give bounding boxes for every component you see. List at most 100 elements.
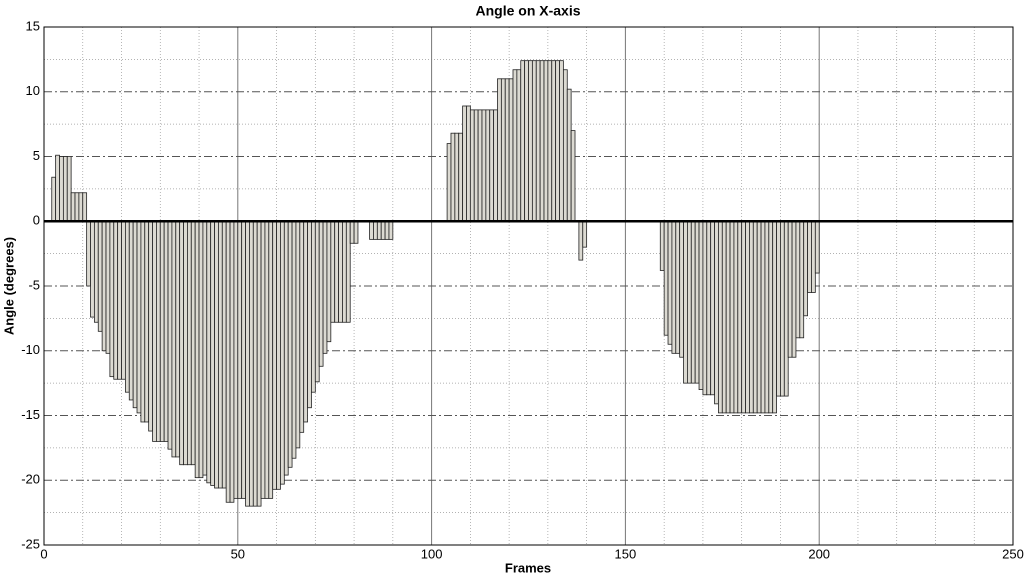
bar — [136, 220, 142, 414]
bar — [221, 220, 227, 489]
bar — [256, 220, 262, 507]
bar — [737, 220, 743, 414]
bar — [175, 220, 181, 458]
bar — [283, 220, 289, 476]
bar — [334, 220, 339, 323]
bar — [314, 220, 320, 383]
bar — [764, 220, 770, 414]
bar — [481, 109, 487, 222]
x-tick-label: 150 — [615, 546, 637, 561]
bar — [458, 132, 464, 222]
y-axis-label: Angle (degrees) — [1, 237, 16, 335]
bar — [756, 220, 762, 414]
bar — [241, 220, 246, 499]
bar — [683, 220, 688, 384]
x-axis-label: Frames — [505, 560, 551, 575]
bar — [582, 220, 588, 248]
bar — [783, 220, 789, 397]
bar — [528, 60, 533, 222]
bar — [140, 220, 146, 423]
bar — [159, 220, 165, 442]
bar — [380, 220, 386, 240]
bar — [97, 220, 103, 332]
bar — [132, 220, 138, 409]
bar — [493, 109, 498, 222]
bar — [694, 220, 700, 384]
bar — [539, 60, 545, 222]
bar — [384, 220, 390, 240]
bar — [772, 220, 777, 414]
bar — [803, 220, 808, 317]
bar — [210, 220, 215, 486]
bar — [659, 220, 665, 271]
bar — [671, 220, 677, 354]
bar — [376, 220, 382, 240]
y-tick-label: -10 — [21, 342, 40, 357]
bar — [780, 220, 785, 397]
bar — [795, 220, 801, 339]
bar — [295, 220, 301, 449]
bar — [74, 192, 80, 222]
bar — [51, 176, 57, 222]
bar — [799, 220, 805, 339]
bar — [706, 220, 712, 396]
bar — [814, 220, 820, 274]
y-tick-label: 5 — [33, 148, 40, 163]
bar — [466, 105, 471, 222]
bar — [485, 109, 491, 222]
bar — [524, 60, 529, 222]
bar — [388, 220, 394, 240]
chart-title: Angle on X-axis — [475, 3, 580, 19]
bar — [148, 220, 153, 432]
plot-frame — [43, 26, 1014, 546]
bar — [183, 220, 188, 466]
bar — [749, 220, 754, 414]
bar — [62, 156, 68, 222]
bar — [55, 154, 60, 222]
x-tick-label: 0 — [40, 546, 47, 561]
bar — [117, 220, 122, 380]
bar — [198, 220, 204, 479]
bar — [252, 220, 258, 507]
y-tick-label: 10 — [26, 83, 40, 98]
bar — [462, 105, 467, 222]
bar — [578, 220, 584, 261]
bar — [702, 220, 708, 396]
bar — [667, 220, 673, 345]
bar — [679, 220, 684, 358]
bar — [229, 220, 235, 503]
bar — [124, 220, 130, 393]
bar — [322, 220, 328, 354]
bar — [531, 60, 537, 222]
bar — [508, 78, 514, 222]
bar — [82, 192, 88, 222]
bar — [280, 220, 285, 485]
y-tick-label: 15 — [26, 18, 40, 33]
bar — [373, 220, 378, 240]
bar — [725, 220, 731, 414]
bar — [714, 220, 719, 405]
bar — [745, 220, 750, 414]
bar — [264, 220, 270, 499]
bar — [555, 60, 560, 222]
bar — [326, 220, 332, 343]
bar — [551, 60, 557, 222]
bar — [741, 220, 746, 414]
bar — [543, 60, 549, 222]
bar — [66, 156, 72, 222]
bar — [59, 156, 64, 222]
bar — [245, 220, 250, 507]
bar — [78, 192, 84, 222]
bar — [70, 192, 76, 222]
bar — [156, 220, 161, 442]
bar — [698, 220, 704, 391]
y-tick-label: -20 — [21, 472, 40, 487]
bar — [163, 220, 169, 442]
bar — [272, 220, 277, 490]
bar — [307, 220, 312, 409]
bar — [179, 220, 184, 466]
bar — [93, 220, 99, 323]
bar — [237, 220, 243, 499]
bar — [733, 220, 739, 414]
bar — [299, 220, 305, 433]
